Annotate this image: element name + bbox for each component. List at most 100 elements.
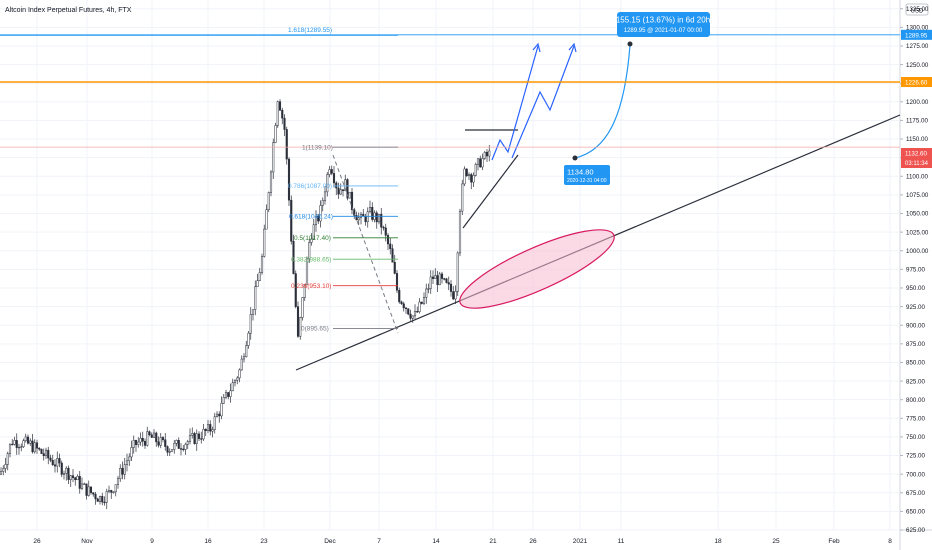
candle-body xyxy=(6,453,9,465)
candle-body xyxy=(47,449,50,459)
candle-body xyxy=(470,174,473,183)
candle xyxy=(170,449,174,452)
candle-body xyxy=(330,169,333,174)
candle-body xyxy=(15,440,18,448)
candle-body xyxy=(110,490,113,493)
candle-body xyxy=(272,142,275,173)
candle-body xyxy=(188,435,192,442)
candle-body xyxy=(177,440,180,449)
candle xyxy=(461,179,464,215)
candle xyxy=(479,155,482,168)
candle-body xyxy=(319,205,322,222)
candle xyxy=(276,100,279,128)
plot-area[interactable] xyxy=(0,0,900,530)
candle-body xyxy=(242,356,246,360)
candle xyxy=(101,492,104,506)
candle xyxy=(409,309,412,321)
candle-body xyxy=(287,158,291,201)
candle xyxy=(281,107,284,125)
candle xyxy=(2,465,5,476)
candle xyxy=(308,239,311,263)
candle-body xyxy=(440,273,444,279)
candle xyxy=(440,271,444,284)
candle-body xyxy=(427,288,430,290)
candle xyxy=(301,297,304,321)
fib-level-label: 0.786(1087.00) xyxy=(288,183,332,190)
candle xyxy=(467,172,471,181)
candle xyxy=(265,204,268,230)
candle xyxy=(105,488,108,510)
candle xyxy=(434,268,437,279)
x-tick-label: 26 xyxy=(33,538,41,545)
candle-body xyxy=(479,158,482,168)
candle-body xyxy=(485,151,489,157)
candle-body xyxy=(474,164,477,176)
candle-body xyxy=(353,209,356,216)
candle-body xyxy=(2,468,5,472)
candle-body xyxy=(263,228,266,257)
candle xyxy=(186,439,189,450)
highlight-ellipse[interactable] xyxy=(452,216,623,323)
candle xyxy=(26,434,30,445)
candle-body xyxy=(76,476,79,481)
candle xyxy=(35,439,39,454)
y-tick-label: 1000.00 xyxy=(906,248,929,255)
price-axis[interactable] xyxy=(900,0,932,550)
candle-body xyxy=(402,303,405,309)
candle xyxy=(407,308,410,316)
candle xyxy=(173,439,176,454)
start-info-box[interactable]: 1134.80 2020-12-31 04:00 xyxy=(564,165,610,185)
candle xyxy=(357,212,360,226)
candle xyxy=(350,187,354,215)
candle xyxy=(449,280,453,297)
candle-body xyxy=(483,151,486,159)
candle xyxy=(62,470,66,480)
candle-body xyxy=(438,273,441,286)
projection-arrow-head-2 xyxy=(568,42,577,53)
y-tick-label: 1100.00 xyxy=(906,173,928,180)
y-tick-label: 1250.00 xyxy=(906,62,929,69)
candle-body xyxy=(4,464,7,469)
candle xyxy=(238,368,241,383)
candle xyxy=(278,99,282,111)
y-tick-label: 700.00 xyxy=(906,471,925,478)
candle xyxy=(65,466,68,481)
candle xyxy=(256,273,259,287)
target-price-badge xyxy=(901,29,932,40)
measure-info-box[interactable]: 155.15 (13.67%) in 6d 20h 1289.95 @ 2021… xyxy=(616,12,710,37)
candle xyxy=(319,200,322,228)
candle-body xyxy=(283,117,286,130)
candle xyxy=(139,432,142,446)
candle xyxy=(155,431,158,447)
fib-level-label: 0(895.65) xyxy=(301,326,329,333)
candle xyxy=(488,145,491,162)
candle-body xyxy=(337,187,340,195)
y-tick-label: 800.00 xyxy=(906,397,925,404)
candle xyxy=(33,439,36,454)
candle-body xyxy=(213,416,216,430)
candle xyxy=(150,432,153,438)
candle-body xyxy=(249,313,252,334)
x-axis-labels: 26 Nov 9 16 23 Dec 7 14 21 26 2021 11 18 25 Feb 8 xyxy=(33,538,892,545)
candle-body xyxy=(146,431,149,446)
candle xyxy=(249,307,252,340)
candle-body xyxy=(299,317,302,337)
candle-body xyxy=(103,501,106,504)
candle-body xyxy=(265,209,268,230)
candle xyxy=(348,191,351,199)
candle xyxy=(422,292,426,306)
currency-badge[interactable]: USD xyxy=(905,3,929,16)
candle xyxy=(103,496,106,506)
candle xyxy=(321,197,324,212)
candle xyxy=(92,492,95,497)
candle-body xyxy=(125,460,129,465)
y-tick-label: 1200.00 xyxy=(906,99,929,106)
x-tick-label: 11 xyxy=(618,538,625,545)
candle-body xyxy=(240,358,243,371)
fib-level-label: 0.382(988.65) xyxy=(291,256,331,263)
candle-body xyxy=(202,428,205,440)
candle-body xyxy=(231,382,234,392)
candle xyxy=(326,171,329,197)
candle-body xyxy=(200,438,203,440)
